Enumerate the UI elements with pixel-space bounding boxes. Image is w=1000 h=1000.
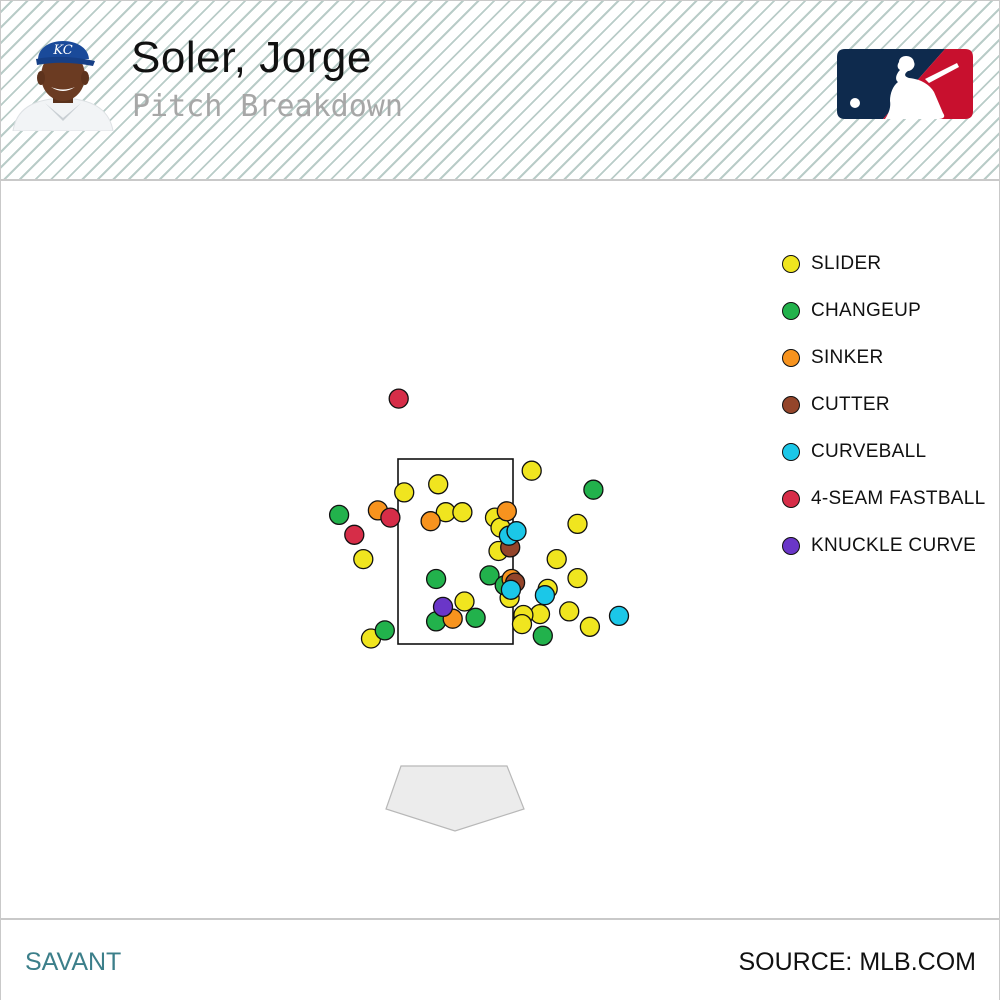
- legend-label: 4-SEAM FASTBALL: [811, 488, 986, 509]
- cap-logo: KC: [52, 43, 72, 58]
- pitch-point-slider[interactable]: [521, 460, 542, 481]
- legend-label: KNUCKLE CURVE: [811, 535, 977, 556]
- pitch-point-changeup[interactable]: [532, 625, 553, 646]
- home-plate: [385, 765, 525, 832]
- legend-item-changeup[interactable]: CHANGEUP: [782, 299, 921, 323]
- player-headshot: KC: [12, 41, 114, 131]
- pitch-point-slider[interactable]: [454, 591, 475, 612]
- pitch-point-4-seam-fastball[interactable]: [344, 524, 365, 545]
- footer: SAVANT SOURCE: MLB.COM: [1, 918, 999, 1000]
- pitch-point-slider[interactable]: [353, 548, 374, 570]
- legend-swatch: [782, 302, 800, 320]
- legend-label: SINKER: [811, 347, 884, 368]
- legend-item-knuckle-curve[interactable]: KNUCKLE CURVE: [782, 534, 976, 558]
- legend-item-cutter[interactable]: CUTTER: [782, 393, 890, 417]
- source-label: SOURCE: MLB.COM: [738, 948, 976, 976]
- legend-label: CHANGEUP: [811, 300, 922, 321]
- pitch-point-curveball[interactable]: [506, 521, 527, 542]
- pitch-point-4-seam-fastball[interactable]: [380, 507, 401, 528]
- pitch-point-curveball[interactable]: [500, 579, 522, 600]
- pitch-point-changeup[interactable]: [374, 620, 395, 641]
- pitch-point-slider[interactable]: [567, 513, 588, 535]
- pitch-point-curveball[interactable]: [608, 605, 630, 627]
- pitch-point-sinker[interactable]: [496, 501, 517, 522]
- legend-swatch: [782, 443, 800, 461]
- legend-item-slider[interactable]: SLIDER: [782, 252, 881, 276]
- pitch-point-4-seam-fastball[interactable]: [388, 388, 409, 409]
- legend-label: SLIDER: [811, 253, 882, 274]
- pitch-point-knuckle-curve[interactable]: [432, 596, 454, 618]
- legend-swatch: [782, 396, 800, 414]
- legend-item-curveball[interactable]: CURVEBALL: [782, 440, 926, 464]
- pitch-point-slider[interactable]: [394, 482, 415, 503]
- pitch-point-slider[interactable]: [511, 613, 533, 635]
- pitch-point-slider[interactable]: [452, 502, 473, 523]
- pitch-point-slider[interactable]: [559, 601, 580, 622]
- chart-subtitle: Pitch Breakdown: [132, 89, 403, 124]
- legend-swatch: [782, 537, 800, 555]
- mlb-logo: [837, 49, 973, 119]
- savant-link[interactable]: SAVANT: [25, 948, 122, 976]
- legend-swatch: [782, 349, 800, 367]
- pitch-point-slider[interactable]: [579, 616, 601, 637]
- pitch-point-changeup[interactable]: [583, 479, 604, 500]
- pitch-point-slider[interactable]: [428, 474, 449, 495]
- pitch-plot: [328, 388, 630, 832]
- pitch-point-slider[interactable]: [567, 567, 588, 589]
- pitch-point-curveball[interactable]: [534, 585, 556, 606]
- player-name: Soler, Jorge: [131, 33, 372, 82]
- legend-item-sinker[interactable]: SINKER: [782, 346, 884, 370]
- pitch-point-changeup[interactable]: [328, 504, 350, 526]
- legend-label: CURVEBALL: [811, 441, 927, 462]
- pitch-point-changeup[interactable]: [465, 607, 486, 628]
- pitch-point-changeup[interactable]: [479, 565, 500, 586]
- pitch-point-changeup[interactable]: [425, 568, 447, 590]
- legend-item-4-seam-fastball[interactable]: 4-SEAM FASTBALL: [782, 487, 986, 511]
- pitch-points: [328, 388, 630, 649]
- legend-label: CUTTER: [811, 394, 890, 415]
- pitch-point-sinker[interactable]: [420, 511, 441, 532]
- legend-swatch: [782, 255, 800, 273]
- legend-swatch: [782, 490, 800, 508]
- pitch-point-slider[interactable]: [546, 548, 567, 570]
- header-banner: KC Soler, Jorge Pitch Breakdown: [1, 1, 999, 181]
